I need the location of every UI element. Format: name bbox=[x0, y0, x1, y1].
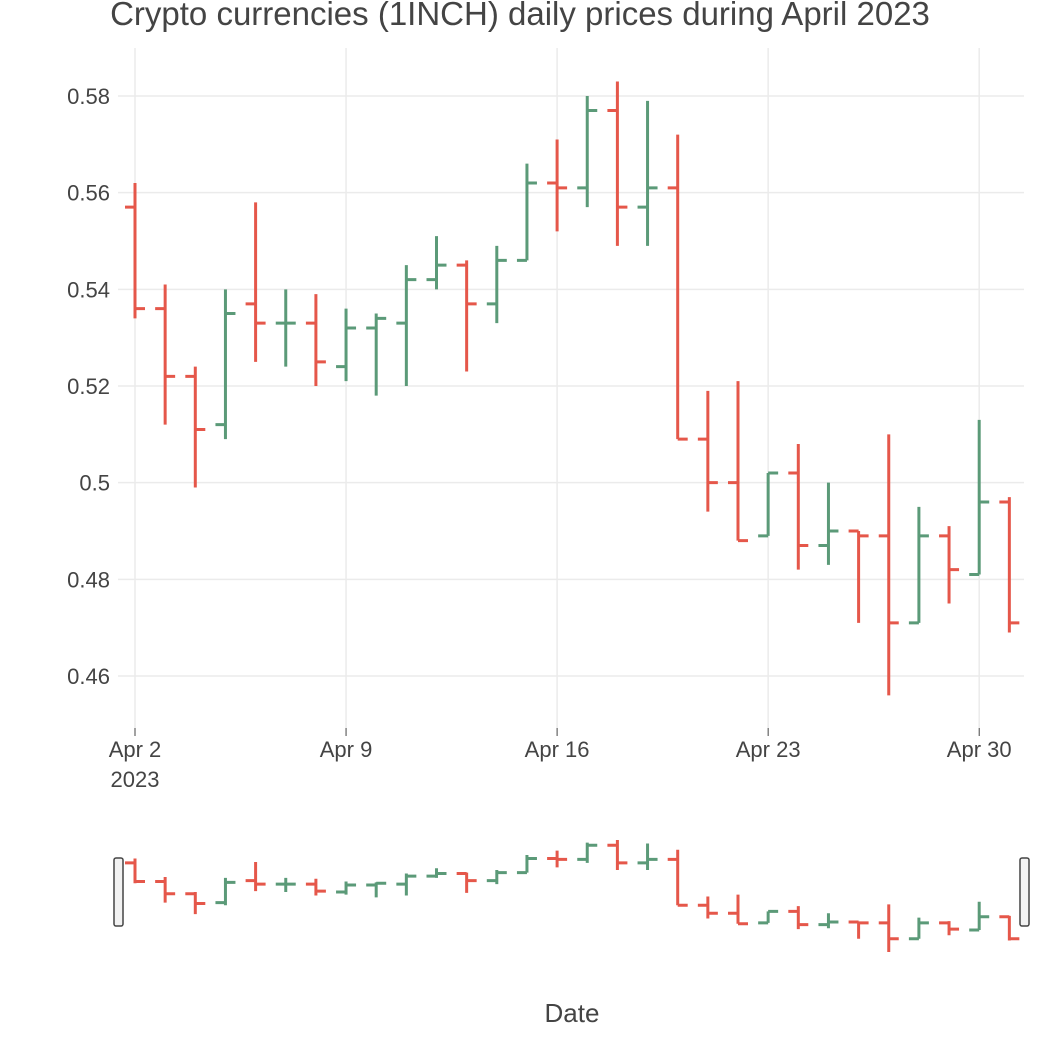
range-slider-bar bbox=[426, 868, 447, 878]
ohlc-bar[interactable] bbox=[426, 236, 447, 290]
ohlc-bar[interactable] bbox=[486, 245, 507, 324]
x-tick-label: Apr 9 bbox=[320, 737, 373, 762]
range-slider-left-handle[interactable] bbox=[113, 857, 124, 927]
y-tick-label: 0.58 bbox=[67, 84, 110, 109]
range-slider-bar bbox=[336, 881, 357, 895]
y-tick-label: 0.5 bbox=[79, 471, 110, 496]
ohlc-bar[interactable] bbox=[697, 390, 718, 512]
grid-lines bbox=[118, 48, 1024, 728]
y-tick-label: 0.48 bbox=[67, 567, 110, 592]
x-tick-sublabel: 2023 bbox=[111, 767, 160, 792]
ohlc-bar[interactable] bbox=[185, 366, 206, 488]
range-slider-bar bbox=[728, 894, 748, 926]
range-slider-bar bbox=[908, 917, 929, 941]
y-tick-label: 0.56 bbox=[67, 181, 110, 206]
range-slider-bar bbox=[788, 906, 809, 930]
x-tick-label: Apr 30 bbox=[947, 737, 1012, 762]
ohlc-bar[interactable] bbox=[336, 308, 357, 382]
range-slider-right-handle[interactable] bbox=[1019, 857, 1030, 927]
range-slider-bar bbox=[848, 920, 869, 939]
x-tick-label: Apr 23 bbox=[736, 737, 801, 762]
ohlc-bar[interactable] bbox=[969, 419, 990, 576]
x-axis-ticks: Apr 2 2023 Apr 9 Apr 16 Apr 23 Apr 30 bbox=[109, 728, 1012, 792]
ohlc-bar[interactable] bbox=[125, 183, 145, 319]
range-slider-bar bbox=[999, 915, 1020, 941]
ohlc-bar[interactable] bbox=[728, 381, 748, 543]
ohlc-bar[interactable] bbox=[456, 260, 477, 372]
range-slider-bar bbox=[305, 878, 326, 896]
ohlc-bar[interactable] bbox=[878, 434, 899, 696]
ohlc-bar[interactable] bbox=[848, 529, 869, 623]
x-tick-label: Apr 16 bbox=[525, 737, 590, 762]
ohlc-bar[interactable] bbox=[577, 96, 598, 208]
range-slider-bar bbox=[516, 854, 537, 875]
ohlc-bar[interactable] bbox=[667, 134, 688, 441]
x-tick-label: Apr 2 bbox=[109, 737, 162, 762]
ohlc-bar[interactable] bbox=[155, 284, 176, 425]
range-slider-bar bbox=[185, 892, 206, 915]
range-slider-bar bbox=[939, 921, 960, 936]
range-slider-bar bbox=[155, 877, 176, 903]
range-slider-bar bbox=[486, 869, 507, 885]
ohlc-bar[interactable] bbox=[908, 506, 929, 625]
ohlc-bar[interactable] bbox=[939, 526, 960, 604]
chart-title: Crypto currencies (1INCH) daily prices d… bbox=[110, 0, 930, 32]
range-slider-bar bbox=[275, 877, 296, 893]
ohlc-bar[interactable] bbox=[215, 289, 236, 440]
x-axis-label: Date bbox=[545, 998, 600, 1028]
range-slider-bar bbox=[697, 896, 718, 919]
ohlc-bar[interactable] bbox=[396, 265, 417, 386]
ohlc-bars[interactable] bbox=[125, 81, 1020, 696]
range-slider-bar bbox=[969, 901, 990, 932]
ohlc-bar[interactable] bbox=[788, 444, 809, 570]
range-slider[interactable] bbox=[113, 840, 1030, 952]
ohlc-bar[interactable] bbox=[607, 81, 628, 246]
range-slider-bar bbox=[456, 872, 477, 893]
range-slider-bar bbox=[125, 858, 145, 884]
range-slider-bar bbox=[758, 909, 779, 925]
range-slider-bar bbox=[396, 873, 417, 896]
range-slider-bar bbox=[215, 877, 236, 906]
ohlc-bar[interactable] bbox=[275, 289, 296, 367]
ohlc-bar[interactable] bbox=[245, 202, 266, 362]
ohlc-bar[interactable] bbox=[366, 313, 387, 396]
ohlc-bar[interactable] bbox=[305, 294, 326, 386]
range-slider-bar bbox=[366, 881, 387, 898]
ohlc-bar[interactable] bbox=[999, 497, 1020, 633]
range-slider-bars bbox=[125, 840, 1020, 952]
range-slider-bar bbox=[577, 842, 598, 863]
ohlc-bar[interactable] bbox=[516, 163, 537, 262]
y-tick-label: 0.52 bbox=[67, 374, 110, 399]
range-slider-bar bbox=[878, 904, 899, 952]
range-slider-bar bbox=[245, 862, 266, 892]
range-slider-bar bbox=[547, 850, 568, 868]
ohlc-bar[interactable] bbox=[637, 100, 658, 246]
range-slider-bar bbox=[667, 849, 688, 907]
ohlc-bar[interactable] bbox=[547, 139, 568, 232]
y-tick-label: 0.54 bbox=[67, 277, 110, 302]
ohlc-bar[interactable] bbox=[818, 482, 839, 565]
range-slider-bar bbox=[637, 843, 658, 870]
y-axis-ticks: 0.46 0.48 0.5 0.52 0.54 0.56 0.58 bbox=[67, 84, 110, 689]
range-slider-bar bbox=[818, 913, 839, 929]
ohlc-bar[interactable] bbox=[758, 471, 779, 538]
range-slider-bar bbox=[607, 840, 628, 870]
y-tick-label: 0.46 bbox=[67, 664, 110, 689]
